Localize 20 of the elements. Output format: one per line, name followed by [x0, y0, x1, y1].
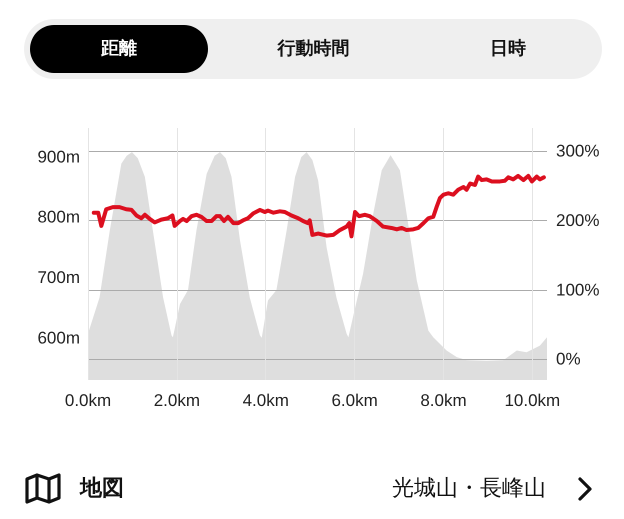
x-tick-label: 10.0km [504, 391, 560, 410]
x-tick-label: 6.0km [331, 391, 378, 410]
x-tick-label: 8.0km [420, 391, 467, 410]
text: 行動時間 [278, 38, 350, 59]
y-tick-label: 900m [37, 147, 80, 166]
line-series [92, 174, 546, 238]
y2-tick-label: 200% [556, 210, 600, 230]
y-tick-label: 600m [37, 328, 80, 348]
text: 光城山・長峰山 [392, 476, 546, 502]
text: 地図 [80, 476, 124, 502]
y-tick-label: 700m [37, 268, 80, 288]
y2-tick-label: 0% [556, 350, 581, 369]
y2-tick-label: 300% [556, 141, 600, 160]
selected-tab: 距離 [30, 25, 208, 73]
y2-tick-label: 100% [556, 280, 600, 300]
y-tick-label: 800m [37, 208, 80, 227]
x-tick-label: 0.0km [64, 391, 112, 410]
text: 日時 [490, 38, 526, 59]
x-tick-label: 4.0km [242, 391, 289, 410]
x-tick-label: 2.0km [154, 391, 200, 410]
